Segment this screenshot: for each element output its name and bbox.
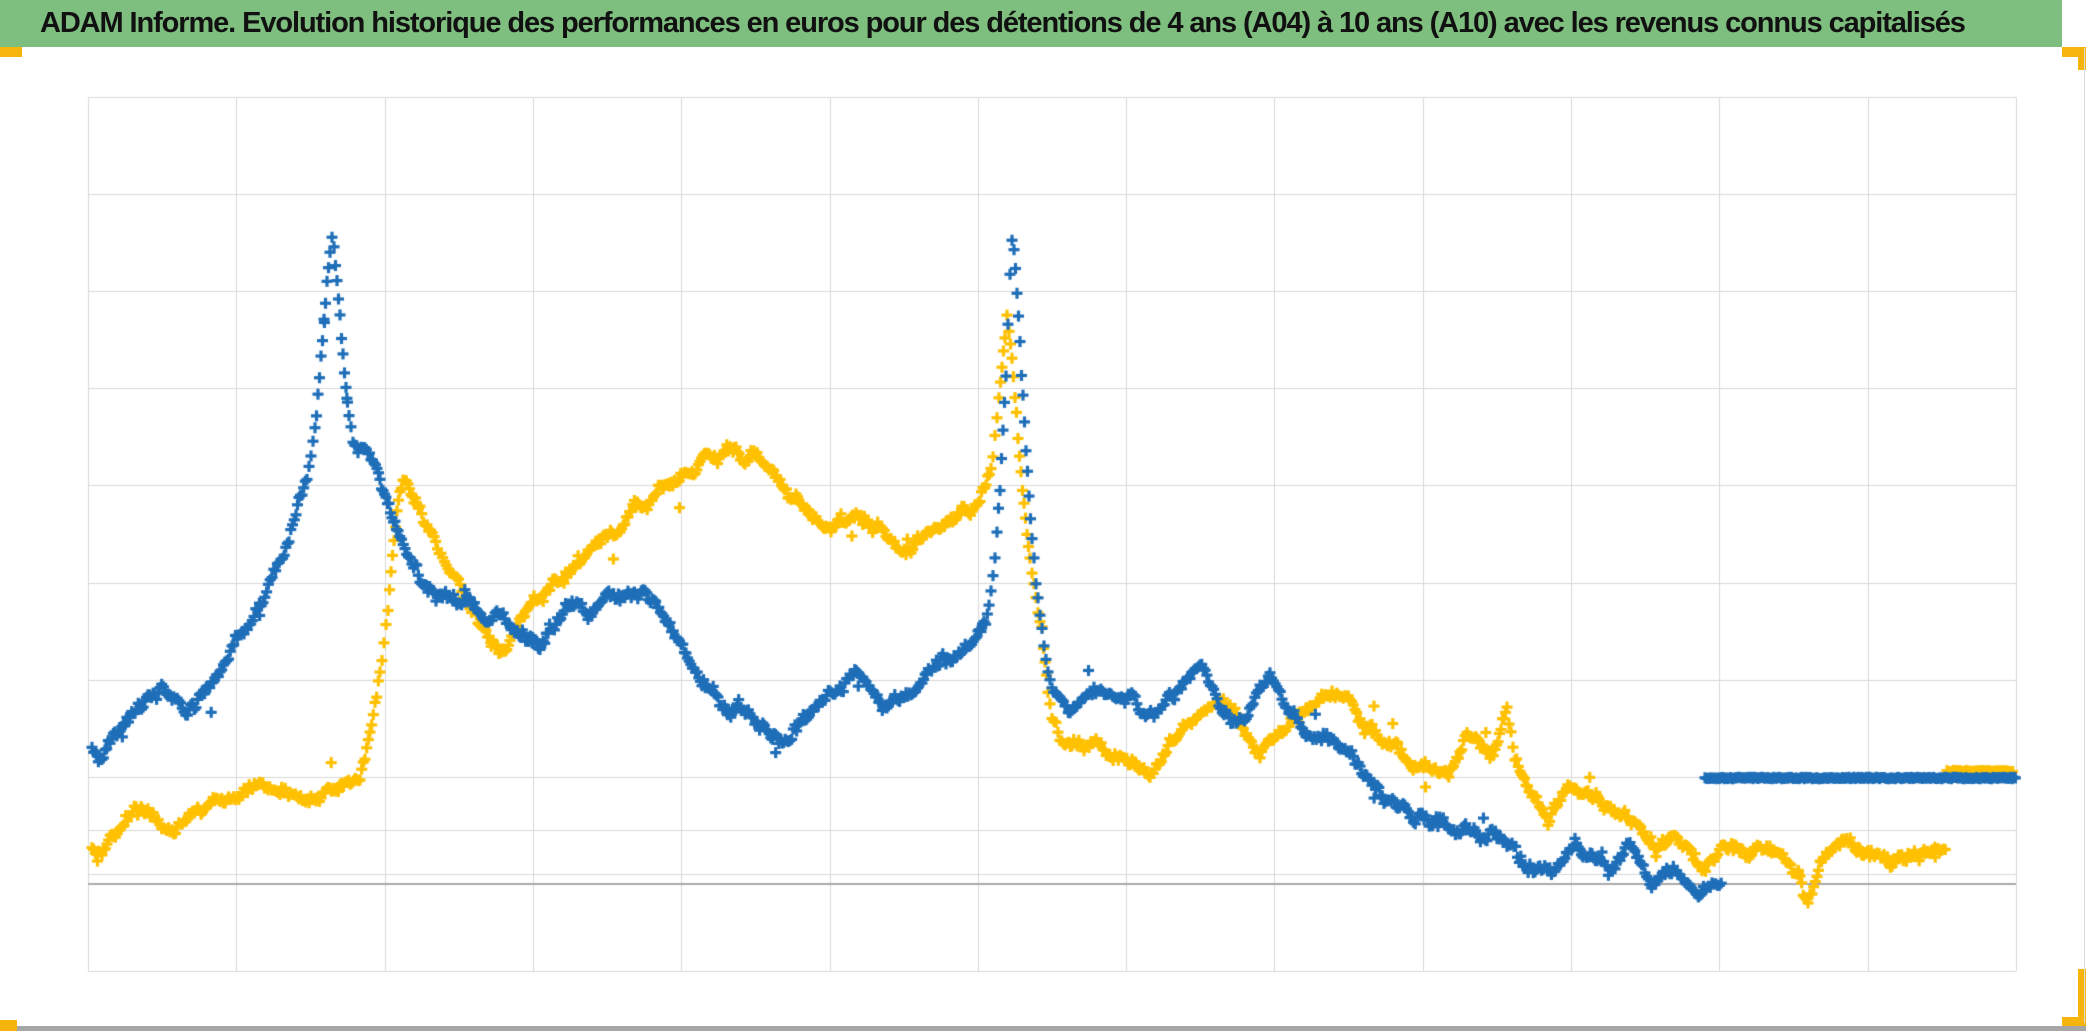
accent-top-right-horizontal xyxy=(2062,47,2086,57)
page-title: ADAM Informe. Evolution historique des p… xyxy=(40,7,1966,39)
slide-right-edge-line xyxy=(2084,48,2085,1023)
accent-top-left xyxy=(0,47,22,57)
accent-bottom-right-vertical xyxy=(2078,969,2086,1031)
bottom-bar xyxy=(17,1026,2086,1031)
accent-bottom-left xyxy=(0,1020,17,1031)
accent-top-right-vertical xyxy=(2078,47,2086,70)
title-bar: ADAM Informe. Evolution historique des p… xyxy=(0,0,2062,47)
